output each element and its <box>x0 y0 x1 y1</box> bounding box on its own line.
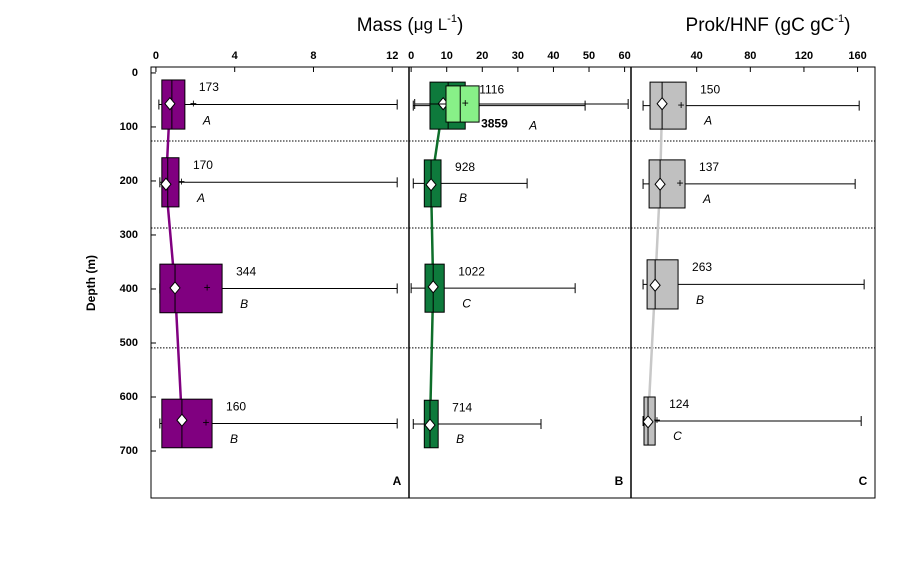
y-tick-label: 100 <box>120 121 138 133</box>
x-tick-label: 4 <box>232 50 239 62</box>
count-label: 170 <box>193 158 213 172</box>
y-tick-label: 0 <box>132 67 138 79</box>
y-tick-label: 700 <box>120 445 138 457</box>
x-tick-label: 0 <box>408 50 414 62</box>
mean-diamond <box>425 177 437 192</box>
count-label: 124 <box>669 397 689 411</box>
group-letter: B <box>696 293 704 307</box>
chart-title: Prok/HNF (gC gC-1) <box>686 13 851 36</box>
mean-line <box>646 103 664 422</box>
plot-frame <box>150 66 876 499</box>
mean-diamond <box>649 278 661 292</box>
group-letter: B <box>456 432 464 446</box>
box <box>646 259 679 310</box>
group-letter: B <box>230 432 238 446</box>
box <box>161 398 213 449</box>
group-letter: C <box>462 296 471 310</box>
count-label: 1022 <box>458 264 485 278</box>
x-tick-label: 120 <box>795 50 813 62</box>
chart-title: Mass (μg L-1) <box>357 13 464 36</box>
panel-label: C <box>859 474 868 488</box>
group-letter: B <box>240 297 248 311</box>
mean-line <box>428 103 445 426</box>
y-tick-label: 300 <box>120 229 138 241</box>
x-tick-label: 160 <box>848 50 866 62</box>
x-tick-label: 10 <box>441 50 453 62</box>
count-label: 150 <box>700 82 720 96</box>
x-tick-label: 40 <box>547 50 559 62</box>
x-tick-label: 30 <box>512 50 524 62</box>
group-letter: C <box>673 429 682 443</box>
x-tick-label: 12 <box>386 50 398 62</box>
group-letter: A <box>703 113 712 127</box>
mean-diamond <box>176 413 188 428</box>
y-tick-label: 200 <box>120 175 138 187</box>
count-label: 137 <box>699 160 719 174</box>
mean-diamond <box>424 418 436 432</box>
count-label: 1116 <box>479 82 504 96</box>
plus-marker: + <box>178 174 185 188</box>
plus-marker: + <box>204 281 211 295</box>
plus-marker: + <box>190 97 197 111</box>
mean-diamond <box>164 96 176 111</box>
x-tick-label: 0 <box>153 50 159 62</box>
x-tick-label: 8 <box>310 50 316 62</box>
count-label: 344 <box>236 264 256 278</box>
group-letter: A <box>196 191 205 205</box>
panel-label: A <box>393 474 402 488</box>
y-tick-label: 600 <box>120 391 138 403</box>
y-tick-label: 400 <box>120 283 138 295</box>
box <box>159 263 223 314</box>
plus-marker: + <box>654 413 661 427</box>
box <box>161 157 180 208</box>
y-axis-label: Depth (m) <box>84 255 98 311</box>
group-letter: B <box>459 191 467 205</box>
count-label: 714 <box>452 400 472 414</box>
mean-line <box>164 103 184 421</box>
x-tick-label: 80 <box>744 50 756 62</box>
plus-marker: + <box>462 96 469 110</box>
mean-diamond <box>656 96 668 111</box>
box <box>649 81 687 130</box>
count-label: 173 <box>199 80 219 94</box>
group-letter: A <box>202 113 211 127</box>
mean-diamond <box>427 280 439 294</box>
count-label: 160 <box>226 399 246 413</box>
count-label: 928 <box>455 160 475 174</box>
x-tick-label: 50 <box>583 50 595 62</box>
box <box>445 85 480 123</box>
panel-label: B <box>615 474 624 488</box>
count-label: 3859 <box>481 116 508 130</box>
x-tick-label: 40 <box>691 50 703 62</box>
group-letter: A <box>702 192 711 206</box>
mean-diamond <box>160 177 172 191</box>
mean-diamond <box>169 281 181 295</box>
plus-marker: + <box>202 416 209 430</box>
mean-diamond <box>654 177 666 191</box>
count-label: 263 <box>692 260 712 274</box>
group-letter: A <box>528 118 537 132</box>
x-tick-label: 60 <box>618 50 630 62</box>
plus-marker: + <box>677 176 684 190</box>
y-tick-label: 500 <box>120 337 138 349</box>
x-tick-label: 20 <box>476 50 488 62</box>
mean-diamond <box>642 415 654 429</box>
plus-marker: + <box>678 98 685 112</box>
